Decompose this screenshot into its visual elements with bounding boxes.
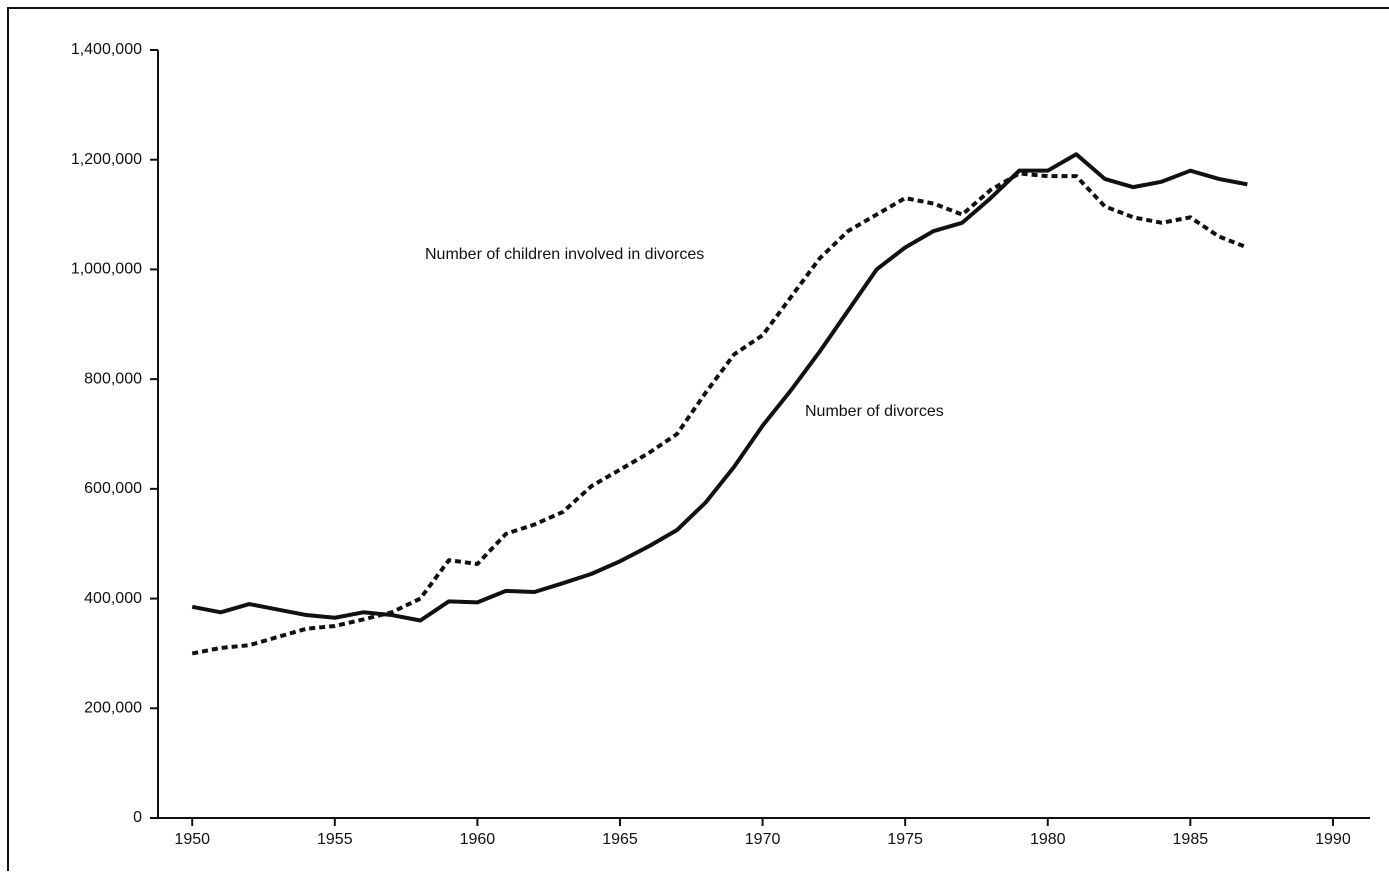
x-tick-label: 1970 [745,831,781,848]
series-label: Number of divorces [805,403,944,420]
y-tick-label: 1,400,000 [71,41,142,58]
x-tick-label: 1975 [887,831,923,848]
x-tick-label: 1955 [317,831,353,848]
x-tick-label: 1960 [460,831,496,848]
x-tick-label: 1990 [1315,831,1351,848]
y-tick-label: 1,200,000 [71,151,142,168]
y-tick-label: 800,000 [84,370,142,387]
frame [7,7,1389,876]
x-tick-label: 1965 [602,831,638,848]
y-tick-label: 600,000 [84,480,142,497]
y-tick-label: 1,000,000 [71,261,142,278]
x-tick-label: 1980 [1030,831,1066,848]
series-label: Number of children involved in divorces [425,246,704,263]
series-line [191,152,1248,623]
y-tick-label: 200,000 [84,700,142,717]
series-line [191,171,1249,656]
x-tick-label: 1985 [1173,831,1209,848]
x-tick-label: 1950 [174,831,210,848]
y-tick-label: 0 [133,809,142,826]
y-tick-label: 400,000 [84,590,142,607]
